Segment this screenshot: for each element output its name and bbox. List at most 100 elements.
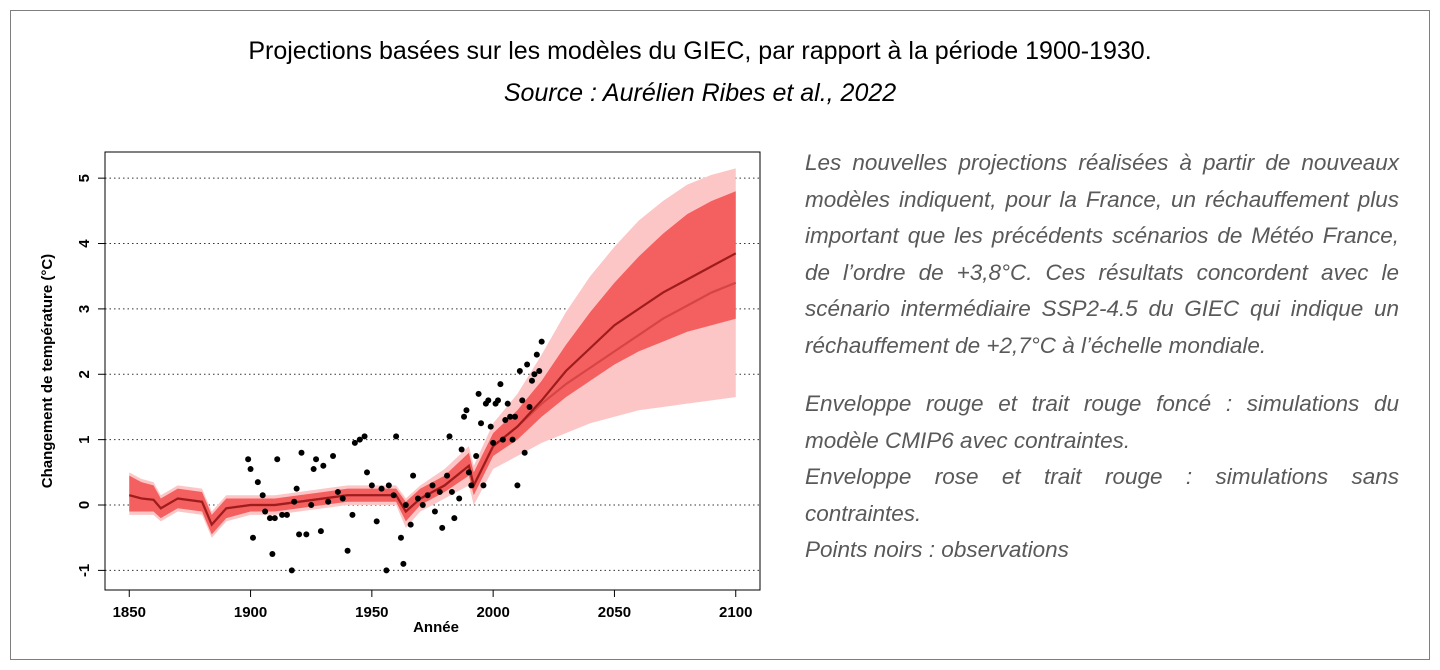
observation — [325, 498, 332, 505]
observation — [400, 560, 407, 567]
observation — [499, 436, 506, 443]
observation — [339, 495, 346, 502]
notes: Les nouvelles projections réalisées à pa… — [805, 145, 1399, 569]
observation — [279, 511, 286, 518]
observation — [247, 466, 254, 473]
note: Points noirs : observations — [805, 537, 1069, 562]
observation — [458, 446, 465, 453]
observation — [344, 547, 351, 554]
observation — [351, 439, 358, 446]
observation — [465, 469, 472, 476]
observation — [407, 521, 414, 528]
y-tick-label: 5 — [76, 174, 93, 182]
observation — [334, 488, 341, 495]
observation — [526, 403, 533, 410]
observation — [259, 492, 266, 499]
observation — [475, 390, 482, 397]
note: Enveloppe rose et trait rouge : simulati… — [805, 464, 1399, 526]
observation — [439, 524, 446, 531]
observation — [378, 485, 385, 492]
observation — [271, 515, 278, 522]
observation — [402, 502, 409, 509]
observation — [274, 456, 281, 463]
y-axis-label: Changement de température (°C) — [39, 254, 56, 488]
observation — [308, 502, 315, 509]
x-tick-label: 2000 — [476, 604, 509, 621]
y-tick-label: 4 — [76, 239, 93, 248]
observation — [368, 482, 375, 489]
source: Source : Aurélien Ribes et al., 2022 — [503, 79, 897, 107]
y-tick-label: 2 — [76, 370, 93, 378]
observation — [349, 511, 356, 518]
observation — [266, 515, 273, 522]
plot-frame — [104, 151, 761, 591]
x-tick-label: 1900 — [234, 604, 267, 621]
observation — [495, 397, 501, 404]
observation — [320, 462, 327, 469]
observation — [504, 400, 511, 407]
observation — [485, 397, 492, 404]
observation — [385, 482, 392, 489]
observation — [436, 488, 443, 495]
observation — [410, 472, 417, 479]
observation — [393, 433, 400, 440]
observation — [511, 413, 518, 420]
observation — [361, 433, 368, 440]
observation — [269, 551, 276, 558]
observation — [507, 413, 514, 420]
observation — [473, 452, 480, 459]
observation — [446, 433, 453, 440]
observation — [383, 567, 390, 574]
observation — [487, 423, 494, 430]
observation — [533, 351, 540, 358]
observation — [480, 482, 487, 489]
observation — [249, 534, 256, 541]
observation — [451, 515, 458, 522]
title: Projections basées sur les modèles du GI… — [248, 37, 1152, 65]
observation — [397, 534, 404, 541]
x-tick-label: 2100 — [719, 604, 752, 621]
note: Enveloppe rouge et trait rouge foncé : s… — [805, 391, 1399, 453]
observation — [317, 528, 324, 535]
observation — [364, 469, 370, 476]
frame — [10, 10, 1430, 660]
observation — [288, 567, 295, 574]
observation — [497, 381, 504, 388]
observation — [310, 466, 317, 473]
observation — [429, 482, 436, 489]
chart: Année Changement de température (°C) -1 0… — [39, 151, 761, 636]
x-tick-label: 1950 — [355, 604, 388, 621]
observation — [298, 449, 305, 456]
observation — [502, 417, 509, 424]
x-tick-label: 1850 — [113, 604, 146, 621]
observation — [463, 407, 470, 414]
observation — [461, 413, 468, 420]
y-tick-label: 3 — [76, 305, 93, 313]
observation — [490, 439, 497, 446]
observation — [283, 511, 290, 518]
observation — [516, 368, 523, 374]
x-axis-label: Année — [413, 619, 459, 636]
observation — [448, 488, 455, 495]
observation — [536, 368, 543, 374]
note: Les nouvelles projections réalisées à pa… — [805, 150, 1399, 358]
observation — [531, 371, 538, 378]
observation — [330, 452, 337, 459]
observation — [414, 495, 421, 502]
y-tick-label: 0 — [76, 501, 93, 509]
observation — [245, 456, 252, 463]
observation — [419, 502, 426, 509]
observation — [478, 420, 485, 427]
observation — [390, 492, 397, 499]
y-tick-label: -1 — [76, 564, 93, 577]
observation — [521, 449, 528, 456]
line — [128, 252, 737, 527]
observation — [509, 436, 516, 443]
observation — [444, 472, 451, 479]
observation — [538, 338, 545, 345]
observation — [468, 482, 475, 489]
observation — [356, 436, 363, 443]
observation — [424, 492, 431, 499]
observation — [293, 485, 300, 492]
observation — [296, 531, 303, 538]
